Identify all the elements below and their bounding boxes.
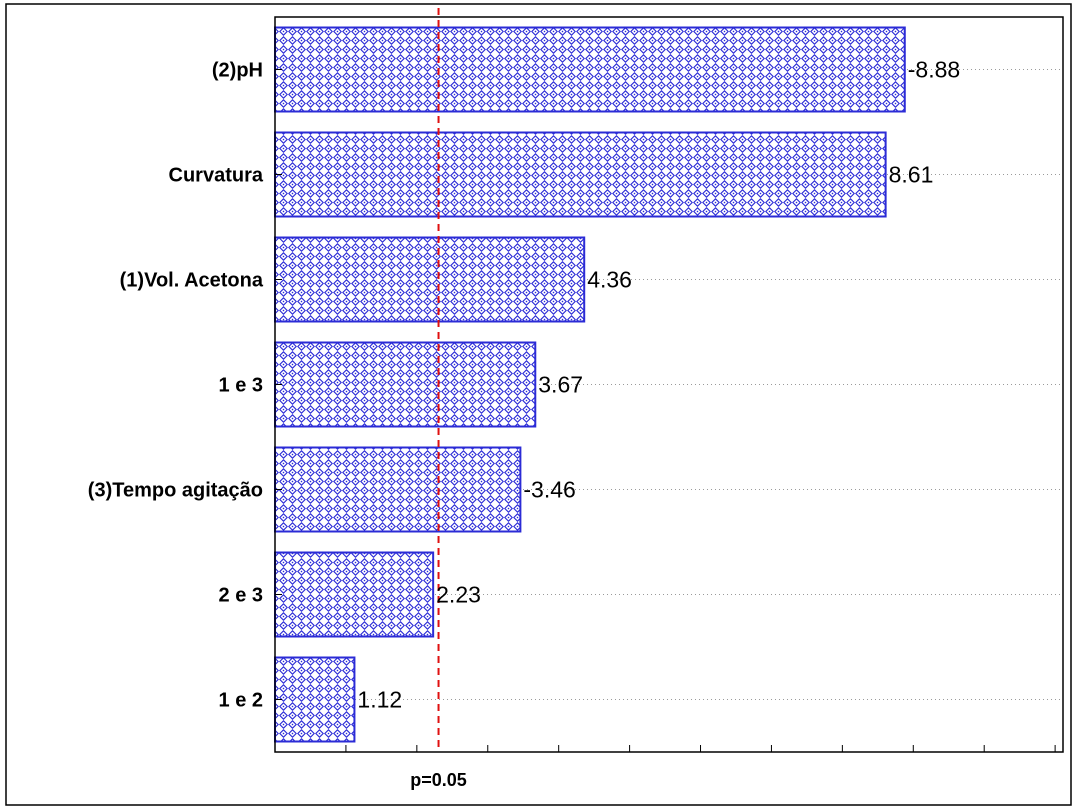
category-label: 1 e 3 — [219, 375, 263, 397]
bar — [274, 446, 522, 533]
category-label: Curvatura — [169, 165, 264, 187]
category-label: 2 e 3 — [219, 585, 263, 607]
value-label: 4.36 — [587, 267, 632, 293]
value-label: 1.12 — [357, 687, 402, 713]
bar — [274, 551, 435, 638]
bars — [274, 26, 906, 743]
category-label: (1)Vol. Acetona — [120, 270, 264, 292]
value-label: -3.46 — [523, 477, 575, 503]
category-label: 1 e 2 — [219, 690, 263, 712]
bar — [274, 26, 906, 113]
bar — [274, 236, 586, 323]
value-label: 2.23 — [436, 582, 481, 608]
gridlines — [275, 69, 1063, 700]
category-labels: (2)pH Curvatura (1)Vol. Acetona 1 e 3 (3)Tem… — [88, 60, 264, 712]
category-label: (3)Tempo agitação — [88, 480, 263, 502]
outer-frame — [5, 3, 1072, 806]
value-label: 8.61 — [889, 162, 934, 188]
value-labels: -8.88 8.61 4.36 3.67 -3.46 2.23 1.12 — [357, 57, 960, 713]
value-label: 3.67 — [538, 372, 583, 398]
significance-label: p=0.05 — [410, 770, 467, 790]
category-label: (2)pH — [212, 60, 263, 82]
bar — [274, 341, 537, 428]
bar — [274, 656, 356, 743]
bar — [274, 131, 887, 218]
axis-ticks — [274, 69, 1056, 752]
value-label: -8.88 — [908, 57, 960, 83]
